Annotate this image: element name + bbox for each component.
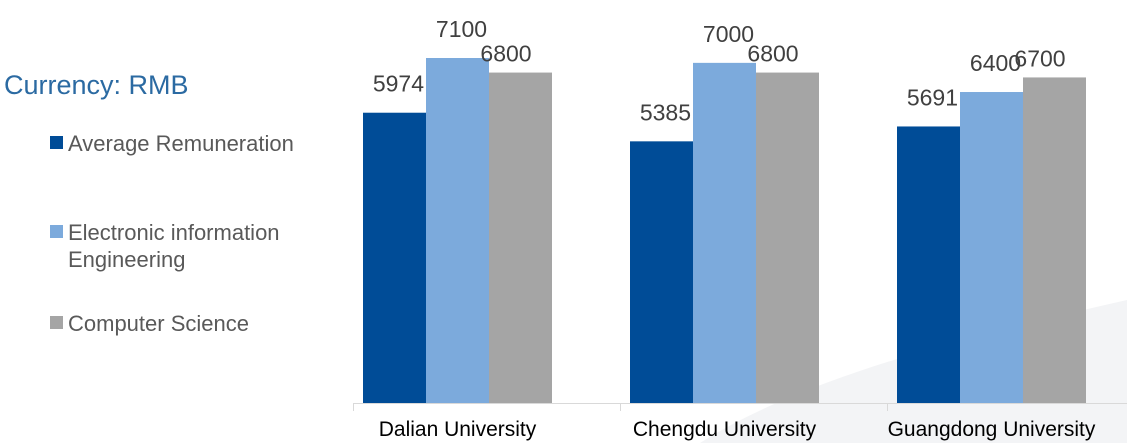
legend-item-electronic-information-engineering: Electronic information Engineering	[50, 219, 303, 273]
legend-item-computer-science: Computer Science	[50, 310, 348, 337]
category-label: Guangdong University	[888, 418, 1096, 441]
legend-label: Computer Science	[68, 311, 249, 336]
data-label: 7100	[436, 16, 487, 42]
legend-label: Average Remuneration	[68, 131, 294, 156]
bar	[363, 112, 426, 403]
category-label: Chengdu University	[633, 418, 817, 441]
legend-swatch	[50, 225, 63, 238]
legend-label: Electronic information Engineering	[68, 220, 280, 272]
data-label: 5385	[640, 99, 691, 125]
bar	[756, 72, 819, 404]
legend: Average Remuneration Electronic informat…	[50, 0, 350, 443]
data-label: 6800	[747, 41, 798, 67]
bar	[630, 141, 693, 403]
bar	[960, 92, 1023, 403]
data-label: 6700	[1014, 45, 1065, 71]
bar	[1023, 77, 1086, 404]
legend-swatch	[50, 316, 63, 329]
legend-item-average-remuneration: Average Remuneration	[50, 130, 348, 157]
data-label: 6400	[970, 50, 1021, 76]
bar	[897, 126, 960, 404]
data-label: 7000	[703, 21, 754, 47]
data-label: 5691	[907, 84, 958, 110]
legend-swatch	[50, 136, 63, 149]
legend-title: Currency: RMB	[4, 70, 189, 100]
data-label: 6800	[480, 41, 531, 67]
category-label: Dalian University	[379, 418, 537, 441]
bar	[693, 62, 756, 403]
bar	[426, 58, 489, 403]
bar	[489, 72, 552, 404]
data-label: 5974	[373, 71, 424, 97]
